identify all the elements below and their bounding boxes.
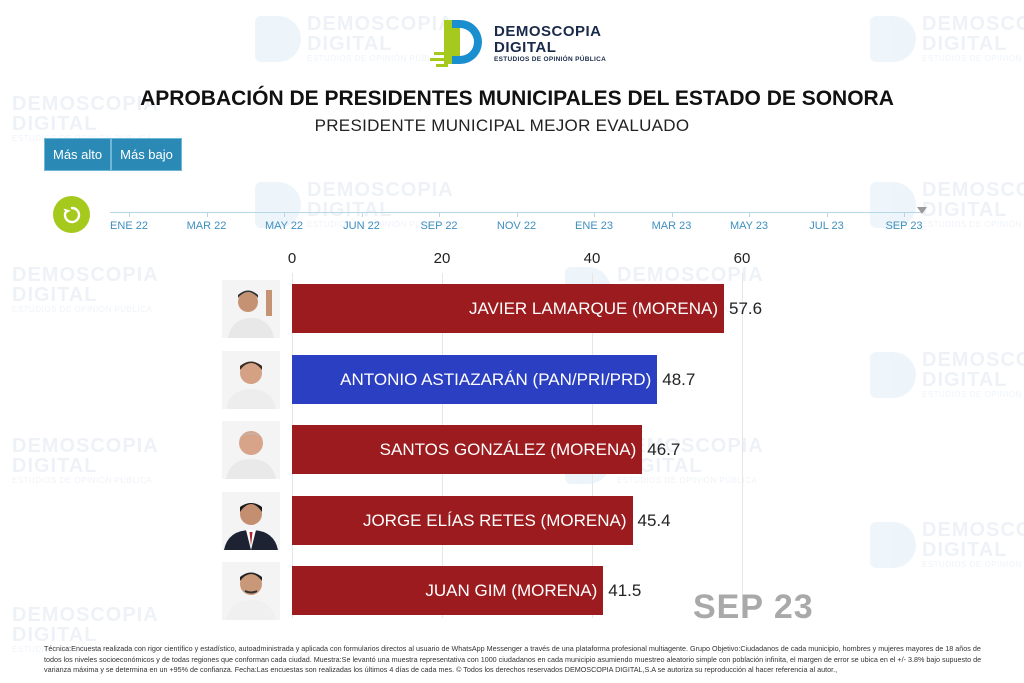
timeline-label[interactable]: ENE 22 (110, 220, 148, 232)
timeline-tick (594, 212, 595, 217)
timeline-label[interactable]: SEP 23 (885, 220, 923, 232)
timeline-tick (516, 212, 518, 217)
avatar (222, 562, 280, 620)
timeline-tick (826, 212, 828, 217)
bar-value-label: 41.5 (608, 581, 642, 600)
x-tick-label: 0 (287, 250, 297, 267)
logo-name-line2: DIGITAL (494, 38, 557, 56)
logo-name-line1: DEMOSCOPIA (494, 22, 602, 40)
logo-mark-icon (430, 18, 488, 68)
avatar (222, 492, 280, 550)
avatar (222, 280, 280, 338)
bar[interactable] (292, 566, 604, 615)
timeline-tick (439, 212, 440, 217)
x-tick-label: 40 (583, 250, 601, 267)
x-tick-label: 20 (433, 250, 451, 267)
bar-category-label: SANTOS GONZÁLEZ (MORENA) (379, 440, 637, 459)
replay-button[interactable] (53, 196, 90, 233)
sort-low-button[interactable]: Más bajo (111, 138, 182, 171)
person-icon (222, 492, 280, 550)
timeline-label[interactable]: SEP 22 (420, 220, 458, 232)
bar-category-label: ANTONIO ASTIAZARÁN (PAN/PRI/PRD) (340, 369, 652, 389)
bar-category-label: JUAN GIM (MORENA) (425, 581, 598, 600)
timeline-tick (904, 212, 905, 217)
timeline-tick (671, 212, 673, 217)
bar-value-label: 45.4 (637, 510, 671, 530)
timeline-tick (284, 212, 285, 217)
bar-value-label: 48.7 (662, 369, 696, 389)
person-icon (222, 421, 280, 479)
period-label: SEP 23 (693, 588, 814, 626)
x-tick-label: 60 (733, 250, 751, 267)
bar-category-label: JAVIER LAMARQUE (MORENA) (468, 299, 718, 318)
timeline-label[interactable]: MAY 23 (729, 220, 769, 232)
logo-text: DEMOSCOPIA DIGITAL ESTUDIOS DE OPINIÓN P… (494, 22, 607, 63)
timeline-label[interactable]: JUN 22 (343, 220, 380, 232)
bar-value-label: 57.6 (729, 299, 763, 318)
brand-logo: DEMOSCOPIA DIGITAL ESTUDIOS DE OPINIÓN P… (430, 18, 606, 68)
timeline-label[interactable]: MAY 22 (264, 220, 304, 232)
bar[interactable] (292, 284, 724, 333)
timeline-label[interactable]: NOV 22 (496, 220, 537, 232)
bar[interactable] (292, 354, 658, 404)
person-icon (222, 351, 280, 409)
person-icon (222, 280, 280, 338)
chart-title: APROBACIÓN DE PRESIDENTES MUNICIPALES DE… (140, 87, 894, 110)
bar[interactable] (292, 425, 643, 474)
timeline-label[interactable]: JUL 23 (809, 220, 844, 232)
timeline-tick (361, 212, 363, 217)
chart-subtitle: PRESIDENTE MUNICIPAL MEJOR EVALUADO (314, 116, 690, 135)
timeline-label[interactable]: MAR 22 (186, 220, 227, 232)
logo-tagline: ESTUDIOS DE OPINIÓN PÚBLICA (494, 55, 607, 63)
avatar (222, 421, 280, 479)
gridline (742, 273, 743, 618)
timeline-label[interactable]: MAR 23 (651, 220, 692, 232)
timeline-tick (206, 212, 208, 217)
person-icon (222, 562, 280, 620)
timeline-tick (129, 212, 130, 217)
avatar (222, 351, 280, 409)
bar-value-label: 46.7 (647, 440, 681, 459)
timeline-track[interactable] (110, 212, 922, 213)
timeline-handle[interactable] (917, 207, 927, 214)
bar[interactable] (292, 495, 633, 545)
sort-high-button[interactable]: Más alto (44, 138, 112, 171)
bar-category-label: JORGE ELÍAS RETES (MORENA) (362, 510, 627, 530)
timeline-label[interactable]: ENE 23 (575, 220, 613, 232)
sort-controls: Más alto Más bajo (44, 138, 182, 171)
replay-icon (63, 206, 80, 223)
methodology-footnote: Técnica:Encuesta realizada con rigor cie… (44, 644, 982, 674)
timeline-tick (749, 212, 750, 217)
